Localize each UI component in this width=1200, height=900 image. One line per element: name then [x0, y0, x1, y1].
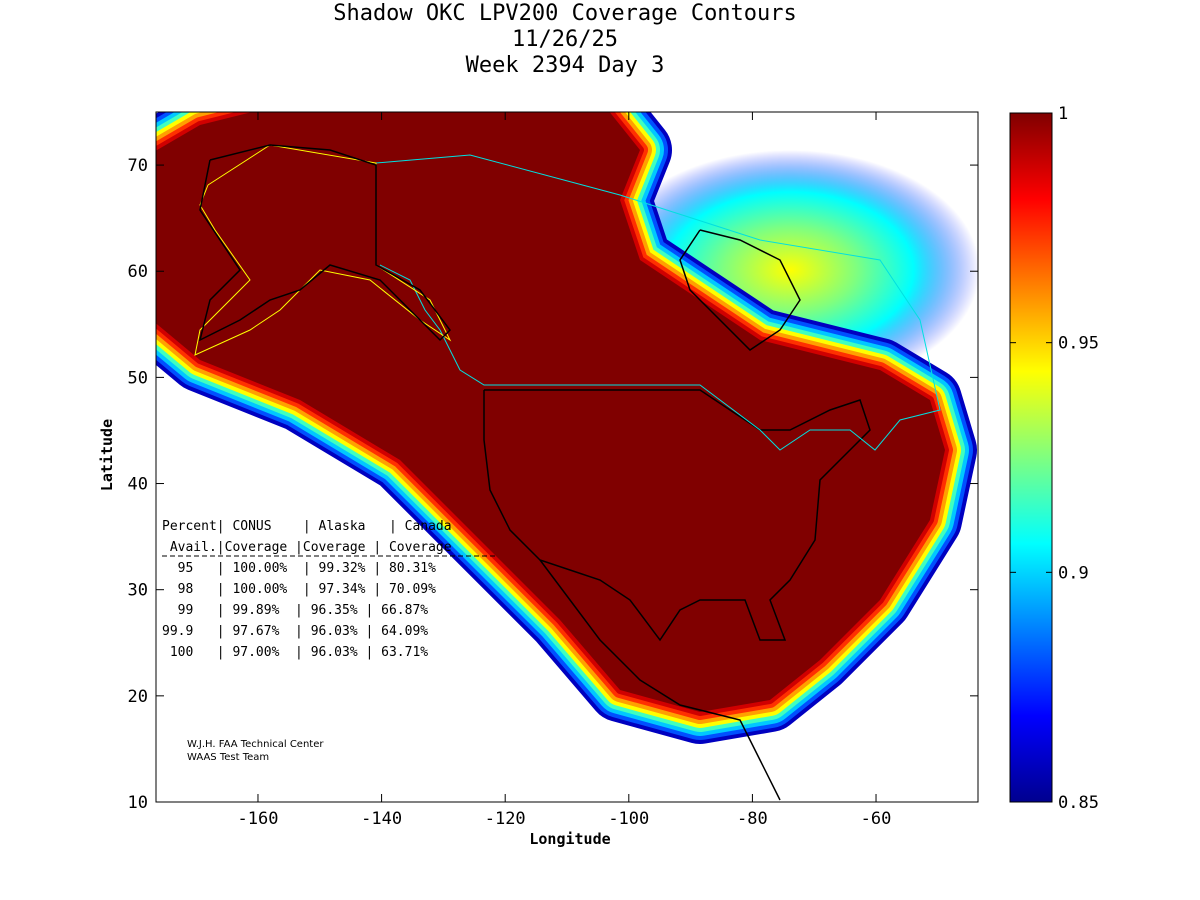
x-tick-label: -60 — [861, 809, 892, 829]
colorbar-tick-label: 0.95 — [1058, 334, 1099, 354]
y-tick-label: 30 — [128, 581, 148, 601]
credit-line-1: W.J.H. FAA Technical Center — [187, 739, 324, 750]
x-tick-label: -160 — [238, 809, 279, 829]
coastline-hudson — [679, 229, 801, 351]
table-header-1: Percent| CONUS | Alaska | Canada — [162, 519, 452, 534]
y-tick-label: 20 — [128, 687, 148, 707]
colorbar-tick-label: 0.9 — [1058, 563, 1089, 583]
y-axis-label: Latitude — [98, 419, 116, 491]
table-row: 99.9 | 97.67% | 96.03% | 64.09% — [162, 624, 428, 639]
table-row: 98 | 100.00% | 97.34% | 70.09% — [162, 582, 436, 597]
colorbar-tick-label: 0.85 — [1058, 793, 1099, 813]
coastline-mexico — [539, 559, 781, 801]
table-header-2: Avail.|Coverage |Coverage | Coverage — [162, 540, 452, 555]
x-tick-label: -100 — [608, 809, 649, 829]
colorbar — [1009, 112, 1053, 803]
y-tick-label: 50 — [128, 368, 148, 388]
colorbar-tick-label: 1 — [1058, 104, 1068, 124]
conus-outline — [483, 389, 871, 642]
chart-title-line-1: Shadow OKC LPV200 Coverage Contours — [333, 1, 797, 26]
x-tick-label: -140 — [361, 809, 402, 829]
y-tick-label: 60 — [128, 262, 148, 282]
table-row: 100 | 97.00% | 96.03% | 63.71% — [162, 645, 428, 660]
colorbar-ticks: 1 0.95 0.9 0.85 — [1010, 104, 1099, 813]
coverage-table: Percent| CONUS | Alaska | Canada Avail.|… — [162, 519, 495, 660]
boundaries — [194, 144, 941, 801]
chart-title-line-2: 11/26/25 — [512, 27, 618, 52]
axis-ticks: -160 -140 -120 -100 -80 -60 10 20 30 40 50 60 70 — [128, 112, 978, 829]
x-tick-label: -120 — [485, 809, 526, 829]
x-axis-label: Longitude — [529, 830, 610, 848]
coverage-contours — [156, 112, 978, 744]
plot-frame — [155, 111, 979, 803]
table-row: 95 | 100.00% | 99.32% | 80.31% — [162, 561, 436, 576]
y-tick-label: 40 — [128, 475, 148, 495]
y-tick-label: 70 — [128, 156, 148, 176]
table-row: 99 | 99.89% | 96.35% | 66.87% — [162, 603, 428, 618]
y-tick-label: 10 — [128, 793, 148, 813]
coastline-alaska — [198, 144, 451, 342]
chart-title-line-3: Week 2394 Day 3 — [465, 53, 665, 78]
credit-line-2: WAAS Test Team — [187, 752, 269, 763]
contour-band-full-coverage — [156, 112, 945, 712]
x-tick-label: -80 — [737, 809, 768, 829]
